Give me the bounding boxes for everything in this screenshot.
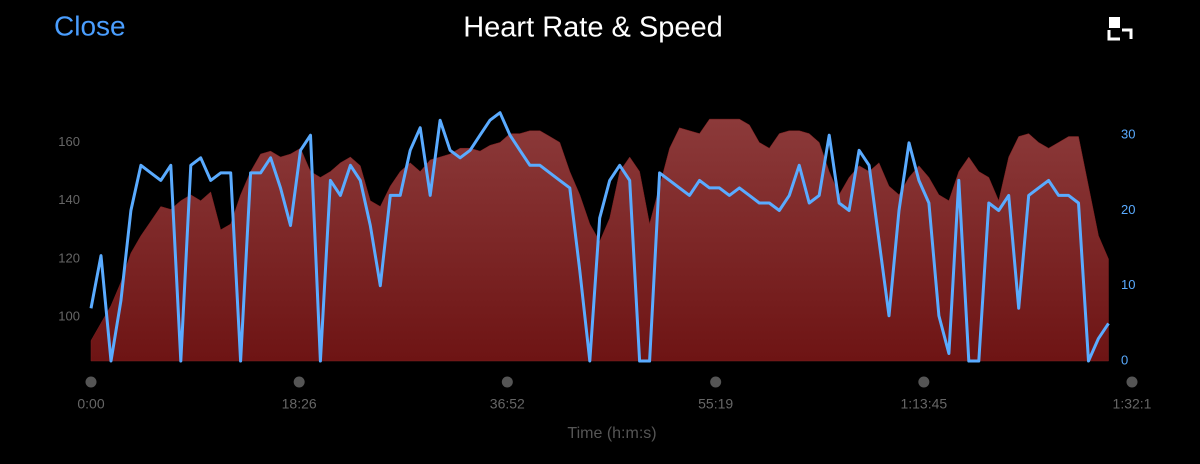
speed-line bbox=[89, 111, 1110, 363]
x-tick-label: 55:19 bbox=[698, 396, 733, 412]
x-tick-dot bbox=[293, 376, 305, 388]
y2-tick-label: 10 bbox=[1121, 277, 1135, 292]
y-tick-label: 140 bbox=[58, 192, 80, 207]
x-tick-dot bbox=[710, 376, 722, 388]
close-button[interactable]: Close bbox=[54, 10, 126, 41]
x-tick-label: 1:32:1 bbox=[1113, 396, 1152, 412]
x-tick-dot bbox=[501, 376, 513, 388]
y-tick-label: 100 bbox=[58, 309, 80, 324]
x-tick-dot bbox=[918, 376, 930, 388]
x-tick-label: 1:13:45 bbox=[900, 396, 947, 412]
x-tick-dot bbox=[1126, 376, 1138, 388]
y2-tick-label: 20 bbox=[1121, 202, 1135, 217]
x-tick-label: 0:00 bbox=[77, 396, 104, 412]
y-tick-label: 120 bbox=[58, 250, 80, 265]
chart-title: Heart Rate & Speed bbox=[463, 12, 723, 44]
y2-tick-label: 0 bbox=[1121, 352, 1128, 367]
x-axis-title: Time (h:m:s) bbox=[567, 425, 656, 442]
y-tick-label: 160 bbox=[58, 134, 80, 149]
x-tick-label: 36:52 bbox=[490, 396, 525, 412]
y2-tick-label: 30 bbox=[1121, 127, 1135, 142]
expand-icon[interactable] bbox=[1107, 17, 1133, 41]
x-tick-dot bbox=[85, 376, 97, 388]
x-tick-label: 18:26 bbox=[282, 396, 317, 412]
